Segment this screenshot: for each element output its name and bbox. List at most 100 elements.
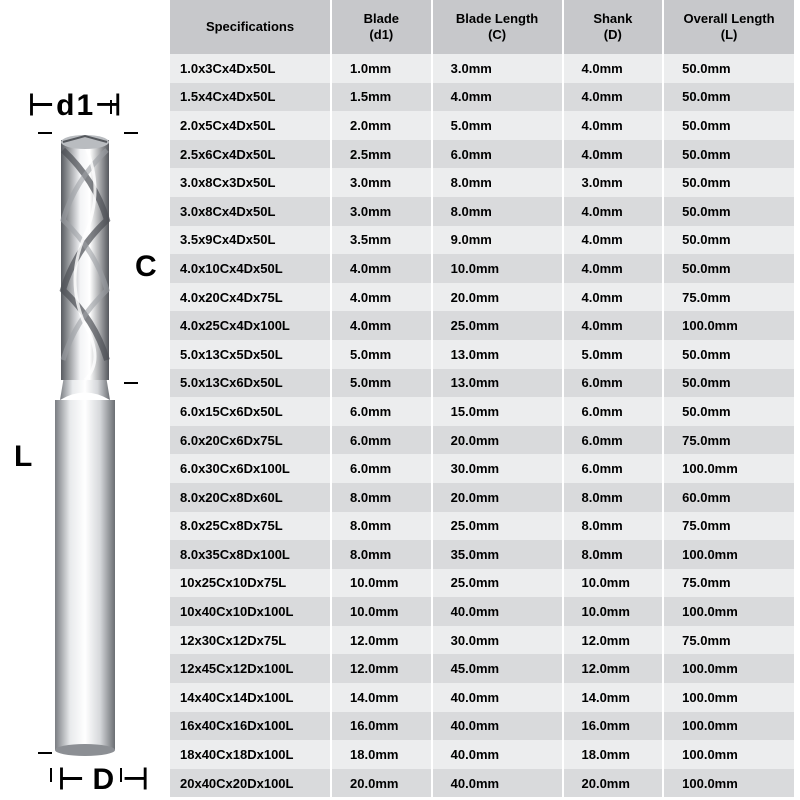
cell-value: 40.0mm (432, 740, 563, 769)
cell-value: 4.0mm (563, 311, 664, 340)
cell-value: 4.0mm (563, 54, 664, 83)
cell-value: 18.0mm (563, 740, 664, 769)
c-top-tick (124, 132, 138, 134)
table-row: 1.5x4Cx4Dx50L1.5mm4.0mm4.0mm50.0mm (170, 83, 794, 112)
cell-value: 50.0mm (663, 340, 794, 369)
cell-value: 3.0mm (331, 197, 432, 226)
cell-spec: 14x40Cx14Dx100L (170, 683, 331, 712)
table-row: 10x25Cx10Dx75L10.0mm25.0mm10.0mm75.0mm (170, 569, 794, 598)
cell-value: 40.0mm (432, 597, 563, 626)
cell-value: 18.0mm (331, 740, 432, 769)
cell-spec: 6.0x20Cx6Dx75L (170, 426, 331, 455)
cell-spec: 8.0x20Cx8Dx60L (170, 483, 331, 512)
cell-value: 75.0mm (663, 283, 794, 312)
cell-value: 6.0mm (563, 454, 664, 483)
cell-value: 13.0mm (432, 369, 563, 398)
cell-spec: 6.0x15Cx6Dx50L (170, 397, 331, 426)
cell-value: 4.0mm (563, 197, 664, 226)
cell-value: 15.0mm (432, 397, 563, 426)
cell-spec: 8.0x35Cx8Dx100L (170, 540, 331, 569)
cell-value: 8.0mm (432, 197, 563, 226)
cell-value: 35.0mm (432, 540, 563, 569)
col-blade-length-c: Blade Length(C) (432, 0, 563, 54)
d-tick-left (50, 768, 52, 782)
cell-value: 6.0mm (331, 397, 432, 426)
cell-value: 100.0mm (663, 597, 794, 626)
col-overall-length-l: Overall Length(L) (663, 0, 794, 54)
table-row: 3.0x8Cx4Dx50L3.0mm8.0mm4.0mm50.0mm (170, 197, 794, 226)
cell-value: 12.0mm (563, 626, 664, 655)
cell-spec: 6.0x30Cx6Dx100L (170, 454, 331, 483)
cell-value: 40.0mm (432, 683, 563, 712)
cell-value: 12.0mm (331, 654, 432, 683)
cell-value: 100.0mm (663, 540, 794, 569)
cell-value: 100.0mm (663, 654, 794, 683)
cell-value: 10.0mm (563, 597, 664, 626)
col-shank-d: Shank(D) (563, 0, 664, 54)
cell-value: 8.0mm (563, 512, 664, 541)
table-row: 6.0x15Cx6Dx50L6.0mm15.0mm6.0mm50.0mm (170, 397, 794, 426)
cell-value: 100.0mm (663, 740, 794, 769)
cell-value: 16.0mm (563, 712, 664, 741)
cell-value: 50.0mm (663, 226, 794, 255)
cell-value: 2.0mm (331, 111, 432, 140)
cell-value: 8.0mm (331, 540, 432, 569)
table-row: 8.0x20Cx8Dx60L8.0mm20.0mm8.0mm60.0mm (170, 483, 794, 512)
cell-spec: 5.0x13Cx5Dx50L (170, 340, 331, 369)
cell-value: 1.0mm (331, 54, 432, 83)
cell-value: 100.0mm (663, 712, 794, 741)
diagram-panel: ⊢d1⊣ C L ⊢ D ⊣ (0, 0, 170, 800)
cell-value: 6.0mm (331, 454, 432, 483)
cell-value: 25.0mm (432, 569, 563, 598)
cell-value: 5.0mm (432, 111, 563, 140)
cell-value: 30.0mm (432, 454, 563, 483)
table-row: 8.0x25Cx8Dx75L8.0mm25.0mm8.0mm75.0mm (170, 512, 794, 541)
cell-value: 20.0mm (331, 769, 432, 798)
cell-value: 75.0mm (663, 426, 794, 455)
cell-spec: 3.0x8Cx3Dx50L (170, 168, 331, 197)
table-row: 4.0x25Cx4Dx100L4.0mm25.0mm4.0mm100.0mm (170, 311, 794, 340)
cell-value: 8.0mm (331, 512, 432, 541)
cell-value: 4.0mm (563, 111, 664, 140)
table-body: 1.0x3Cx4Dx50L1.0mm3.0mm4.0mm50.0mm1.5x4C… (170, 54, 794, 797)
cell-value: 50.0mm (663, 369, 794, 398)
label-c: C (135, 250, 157, 284)
cell-value: 8.0mm (563, 483, 664, 512)
cell-value: 30.0mm (432, 626, 563, 655)
table-row: 3.5x9Cx4Dx50L3.5mm9.0mm4.0mm50.0mm (170, 226, 794, 255)
cell-spec: 3.0x8Cx4Dx50L (170, 197, 331, 226)
cell-spec: 20x40Cx20Dx100L (170, 769, 331, 798)
cell-value: 25.0mm (432, 512, 563, 541)
cell-value: 5.0mm (331, 340, 432, 369)
table-row: 5.0x13Cx5Dx50L5.0mm13.0mm5.0mm50.0mm (170, 340, 794, 369)
table-row: 16x40Cx16Dx100L16.0mm40.0mm16.0mm100.0mm (170, 712, 794, 741)
cell-spec: 5.0x13Cx6Dx50L (170, 369, 331, 398)
table-row: 10x40Cx10Dx100L10.0mm40.0mm10.0mm100.0mm (170, 597, 794, 626)
cell-value: 20.0mm (432, 426, 563, 455)
cell-value: 10.0mm (331, 597, 432, 626)
cell-value: 10.0mm (331, 569, 432, 598)
table-row: 4.0x20Cx4Dx75L4.0mm20.0mm4.0mm75.0mm (170, 283, 794, 312)
cell-spec: 16x40Cx16Dx100L (170, 712, 331, 741)
table-row: 2.0x5Cx4Dx50L2.0mm5.0mm4.0mm50.0mm (170, 111, 794, 140)
cell-spec: 4.0x10Cx4Dx50L (170, 254, 331, 283)
cell-value: 2.5mm (331, 140, 432, 169)
table-row: 18x40Cx18Dx100L18.0mm40.0mm18.0mm100.0mm (170, 740, 794, 769)
cell-value: 60.0mm (663, 483, 794, 512)
cell-value: 8.0mm (331, 483, 432, 512)
cell-value: 4.0mm (563, 283, 664, 312)
cell-spec: 2.5x6Cx4Dx50L (170, 140, 331, 169)
table-row: 20x40Cx20Dx100L20.0mm40.0mm20.0mm100.0mm (170, 769, 794, 798)
table-header-row: Specifications Blade(d1) Blade Length(C)… (170, 0, 794, 54)
cell-value: 4.0mm (331, 254, 432, 283)
table-row: 12x30Cx12Dx75L12.0mm30.0mm12.0mm75.0mm (170, 626, 794, 655)
cell-value: 1.5mm (331, 83, 432, 112)
cell-value: 4.0mm (563, 140, 664, 169)
cell-value: 5.0mm (331, 369, 432, 398)
cell-value: 13.0mm (432, 340, 563, 369)
cell-spec: 18x40Cx18Dx100L (170, 740, 331, 769)
cell-value: 100.0mm (663, 454, 794, 483)
cell-spec: 10x25Cx10Dx75L (170, 569, 331, 598)
cell-value: 50.0mm (663, 254, 794, 283)
cell-value: 6.0mm (563, 426, 664, 455)
